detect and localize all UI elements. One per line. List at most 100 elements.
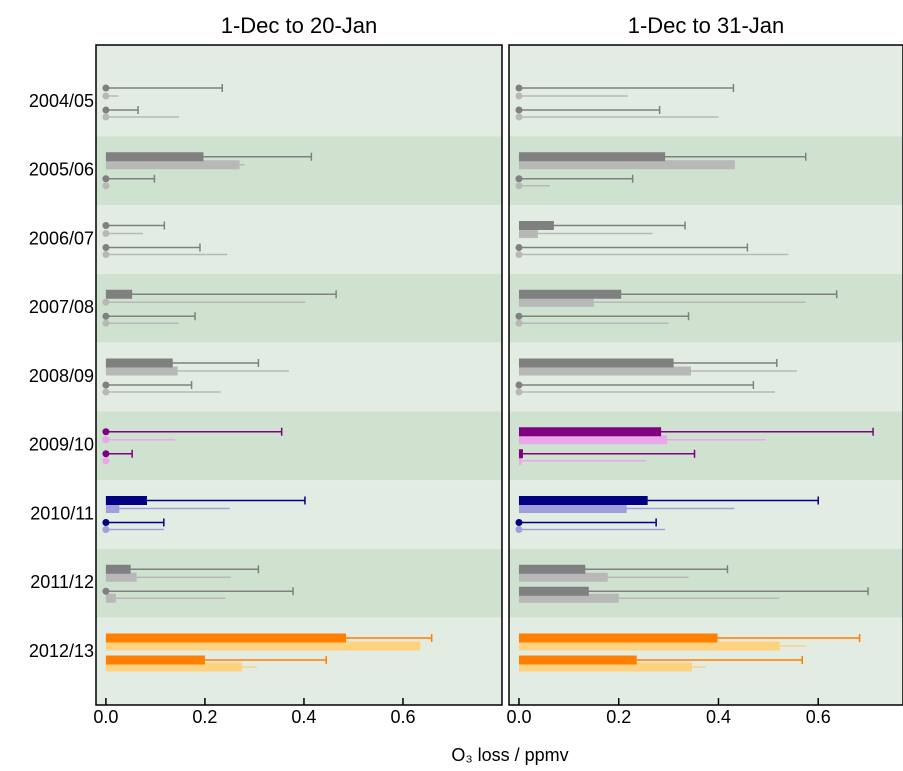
zero-dot bbox=[102, 106, 110, 114]
zero-dot bbox=[515, 312, 523, 320]
bar bbox=[518, 655, 637, 665]
zero-dot bbox=[515, 182, 523, 190]
zero-dot bbox=[515, 113, 523, 121]
y-tick-label: 2012/13 bbox=[29, 641, 94, 661]
x-tick-label: 0.2 bbox=[192, 707, 217, 727]
zero-dot bbox=[102, 428, 110, 436]
row-band bbox=[96, 411, 502, 481]
zero-dot bbox=[102, 381, 110, 389]
row-band bbox=[509, 480, 903, 549]
bar bbox=[518, 427, 662, 437]
row-band bbox=[96, 205, 502, 274]
panel-title: 1-Dec to 31-Jan bbox=[628, 13, 785, 38]
zero-dot bbox=[515, 381, 523, 389]
bar bbox=[518, 358, 674, 368]
bar bbox=[518, 160, 735, 170]
row-band bbox=[509, 342, 903, 412]
bar bbox=[518, 572, 608, 582]
zero-dot bbox=[515, 244, 523, 251]
bar bbox=[518, 435, 668, 445]
bar bbox=[105, 662, 243, 672]
x-tick-label: 0.4 bbox=[291, 707, 316, 727]
bar bbox=[105, 572, 137, 582]
zero-dot bbox=[102, 587, 110, 595]
row-band bbox=[509, 273, 903, 343]
plot-frame bbox=[508, 44, 903, 706]
row-band bbox=[509, 411, 903, 481]
bar bbox=[105, 152, 204, 162]
y-tick-label: 2006/07 bbox=[29, 228, 94, 248]
zero-dot bbox=[102, 457, 110, 465]
zero-dot bbox=[102, 92, 110, 100]
zero-dot bbox=[515, 519, 523, 526]
bar bbox=[105, 289, 133, 299]
panel-title: 1-Dec to 20-Jan bbox=[221, 13, 378, 38]
y-tick-label: 2007/08 bbox=[29, 297, 94, 317]
bar bbox=[105, 633, 347, 643]
zero-dot bbox=[515, 106, 523, 114]
x-tick-label: 0.0 bbox=[93, 707, 118, 727]
bar bbox=[105, 641, 421, 651]
zero-dot bbox=[102, 519, 110, 526]
y-tick-label: 2011/12 bbox=[30, 572, 94, 592]
zero-dot bbox=[102, 175, 110, 183]
zero-dot bbox=[515, 175, 523, 183]
bar bbox=[518, 641, 780, 651]
bar bbox=[518, 586, 589, 596]
bar bbox=[105, 160, 240, 170]
bar bbox=[518, 229, 538, 238]
row-band bbox=[96, 273, 502, 343]
zero-dot bbox=[102, 230, 110, 237]
bar bbox=[518, 221, 554, 230]
x-tick-label: 0.6 bbox=[390, 707, 415, 727]
plot-frame bbox=[95, 44, 503, 706]
bar bbox=[105, 358, 173, 368]
bar bbox=[518, 593, 619, 603]
bar bbox=[105, 504, 120, 513]
bar bbox=[518, 456, 522, 466]
row-band bbox=[509, 548, 903, 618]
zero-dot bbox=[515, 92, 523, 100]
zero-dot bbox=[102, 298, 110, 306]
zero-dot bbox=[102, 526, 110, 533]
bar bbox=[518, 366, 692, 376]
y-tick-label: 2009/10 bbox=[29, 435, 94, 455]
zero-dot bbox=[515, 388, 523, 396]
bar bbox=[105, 366, 178, 376]
row-band bbox=[96, 136, 502, 206]
row-band bbox=[96, 548, 502, 618]
x-axis-label: O₃ loss / ppmv bbox=[451, 745, 568, 765]
bar bbox=[105, 655, 205, 665]
bar bbox=[518, 633, 718, 643]
y-tick-label: 2008/09 bbox=[29, 366, 94, 386]
bar bbox=[518, 289, 622, 299]
row-band bbox=[96, 342, 502, 412]
x-tick-label: 0.6 bbox=[806, 707, 831, 727]
zero-dot bbox=[102, 312, 110, 320]
bar bbox=[518, 152, 666, 162]
bar bbox=[105, 496, 147, 505]
zero-dot bbox=[515, 251, 523, 258]
bar bbox=[105, 564, 131, 574]
row-band bbox=[509, 45, 903, 137]
zero-dot bbox=[102, 436, 110, 444]
row-band bbox=[96, 480, 502, 549]
bar bbox=[518, 449, 523, 459]
zero-dot bbox=[515, 526, 523, 533]
bar bbox=[518, 504, 627, 513]
bar bbox=[518, 662, 693, 672]
zero-dot bbox=[102, 388, 110, 396]
zero-dot bbox=[515, 319, 523, 327]
y-tick-label: 2010/11 bbox=[30, 503, 94, 523]
y-tick-label: 2005/06 bbox=[29, 160, 94, 180]
bar bbox=[518, 496, 648, 505]
zero-dot bbox=[102, 222, 110, 229]
zero-dot bbox=[102, 450, 110, 458]
bar bbox=[518, 297, 594, 307]
bar bbox=[518, 564, 586, 574]
row-band bbox=[509, 205, 903, 274]
x-tick-label: 0.4 bbox=[706, 707, 731, 727]
x-tick-label: 0.0 bbox=[506, 707, 531, 727]
zero-dot bbox=[515, 84, 523, 92]
